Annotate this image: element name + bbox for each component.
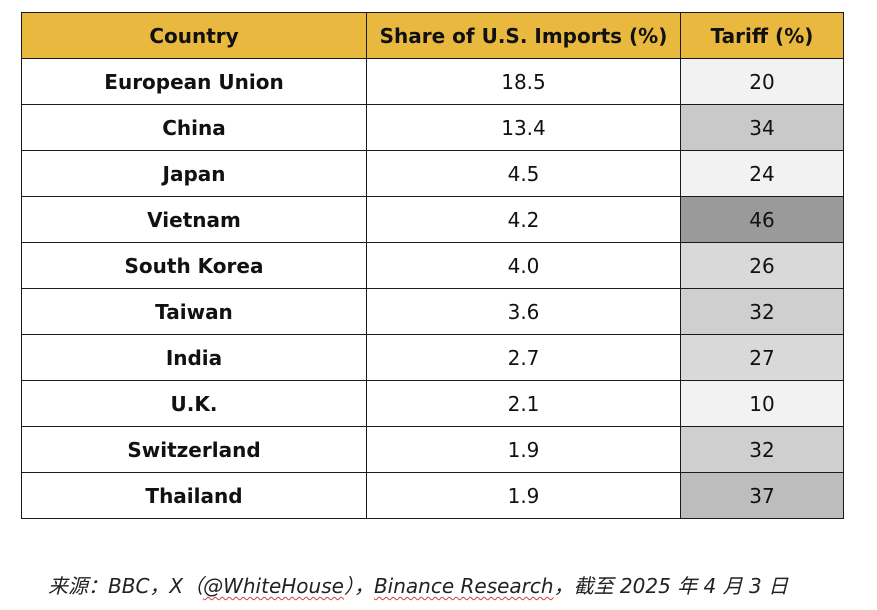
cell-country: Japan <box>21 150 367 197</box>
cell-tariff: 32 <box>680 288 844 335</box>
source-footnote: 来源：BBC，X（@WhiteHouse），Binance Research，截… <box>48 570 788 599</box>
cell-share: 2.7 <box>366 334 681 381</box>
cell-share: 4.2 <box>366 196 681 243</box>
cell-country: Vietnam <box>21 196 367 243</box>
tariff-table: Country Share of U.S. Imports (%) Tariff… <box>21 12 844 519</box>
cell-share: 3.6 <box>366 288 681 335</box>
table-header-row: Country Share of U.S. Imports (%) Tariff… <box>21 12 844 59</box>
table-row: Vietnam 4.2 46 <box>21 196 844 243</box>
footnote-mid: ）， <box>343 574 374 598</box>
cell-share: 2.1 <box>366 380 681 427</box>
cell-share: 1.9 <box>366 472 681 519</box>
table-row: European Union 18.5 20 <box>21 58 844 105</box>
footnote-suffix: ，截至 2025 年 4 月 3 日 <box>553 574 789 598</box>
cell-tariff: 46 <box>680 196 844 243</box>
table-row: Japan 4.5 24 <box>21 150 844 197</box>
cell-share: 4.0 <box>366 242 681 289</box>
cell-country: U.K. <box>21 380 367 427</box>
table-row: South Korea 4.0 26 <box>21 242 844 289</box>
cell-tariff: 20 <box>680 58 844 105</box>
cell-country: China <box>21 104 367 151</box>
cell-share: 13.4 <box>366 104 681 151</box>
cell-tariff: 32 <box>680 426 844 473</box>
table-row: U.K. 2.1 10 <box>21 380 844 427</box>
cell-tariff: 27 <box>680 334 844 381</box>
table-row: India 2.7 27 <box>21 334 844 381</box>
cell-share: 18.5 <box>366 58 681 105</box>
cell-tariff: 37 <box>680 472 844 519</box>
table-row: Thailand 1.9 37 <box>21 472 844 519</box>
cell-country: India <box>21 334 367 381</box>
cell-tariff: 24 <box>680 150 844 197</box>
cell-share: 1.9 <box>366 426 681 473</box>
cell-tariff: 10 <box>680 380 844 427</box>
cell-country: Switzerland <box>21 426 367 473</box>
table-body: European Union 18.5 20 China 13.4 34 Japan 4.5 2… <box>21 58 844 519</box>
footnote-source: Binance Research <box>373 574 554 598</box>
header-tariff: Tariff (%) <box>680 12 844 59</box>
header-share: Share of U.S. Imports (%) <box>366 12 681 59</box>
cell-tariff: 34 <box>680 104 844 151</box>
table-row: Switzerland 1.9 32 <box>21 426 844 473</box>
cell-country: European Union <box>21 58 367 105</box>
cell-country: South Korea <box>21 242 367 289</box>
footnote-handle: @WhiteHouse <box>203 574 344 598</box>
header-country: Country <box>21 12 367 59</box>
cell-tariff: 26 <box>680 242 844 289</box>
table-row: Taiwan 3.6 32 <box>21 288 844 335</box>
cell-country: Thailand <box>21 472 367 519</box>
cell-country: Taiwan <box>21 288 367 335</box>
footnote-prefix: 来源：BBC，X（ <box>48 574 204 598</box>
table-row: China 13.4 34 <box>21 104 844 151</box>
cell-share: 4.5 <box>366 150 681 197</box>
